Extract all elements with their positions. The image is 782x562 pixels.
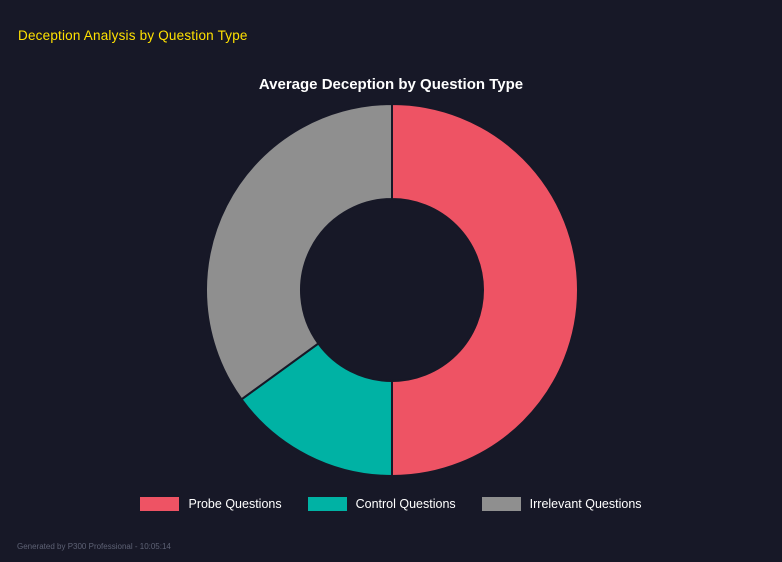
donut-segment-0[interactable] — [391, 102, 579, 478]
donut-chart — [204, 102, 580, 478]
donut-segment-1[interactable] — [240, 342, 393, 478]
legend-label: Irrelevant Questions — [529, 497, 642, 511]
legend-item-irrelevant[interactable]: Irrelevant Questions — [481, 497, 642, 511]
chart-legend: Probe Questions Control Questions Irrele… — [0, 497, 782, 511]
legend-item-probe[interactable]: Probe Questions — [140, 497, 282, 511]
legend-swatch-control — [307, 497, 347, 511]
footer-status-text: Generated by P300 Professional - 10:05:1… — [17, 542, 171, 551]
legend-label: Control Questions — [355, 497, 456, 511]
legend-swatch-irrelevant — [481, 497, 521, 511]
legend-swatch-probe — [140, 497, 180, 511]
legend-label: Probe Questions — [188, 497, 282, 511]
donut-segment-2[interactable] — [205, 102, 393, 401]
legend-item-control[interactable]: Control Questions — [307, 497, 456, 511]
donut-chart-svg — [205, 102, 579, 478]
chart-title: Average Deception by Question Type — [258, 76, 524, 93]
page-title: Deception Analysis by Question Type — [18, 28, 248, 43]
